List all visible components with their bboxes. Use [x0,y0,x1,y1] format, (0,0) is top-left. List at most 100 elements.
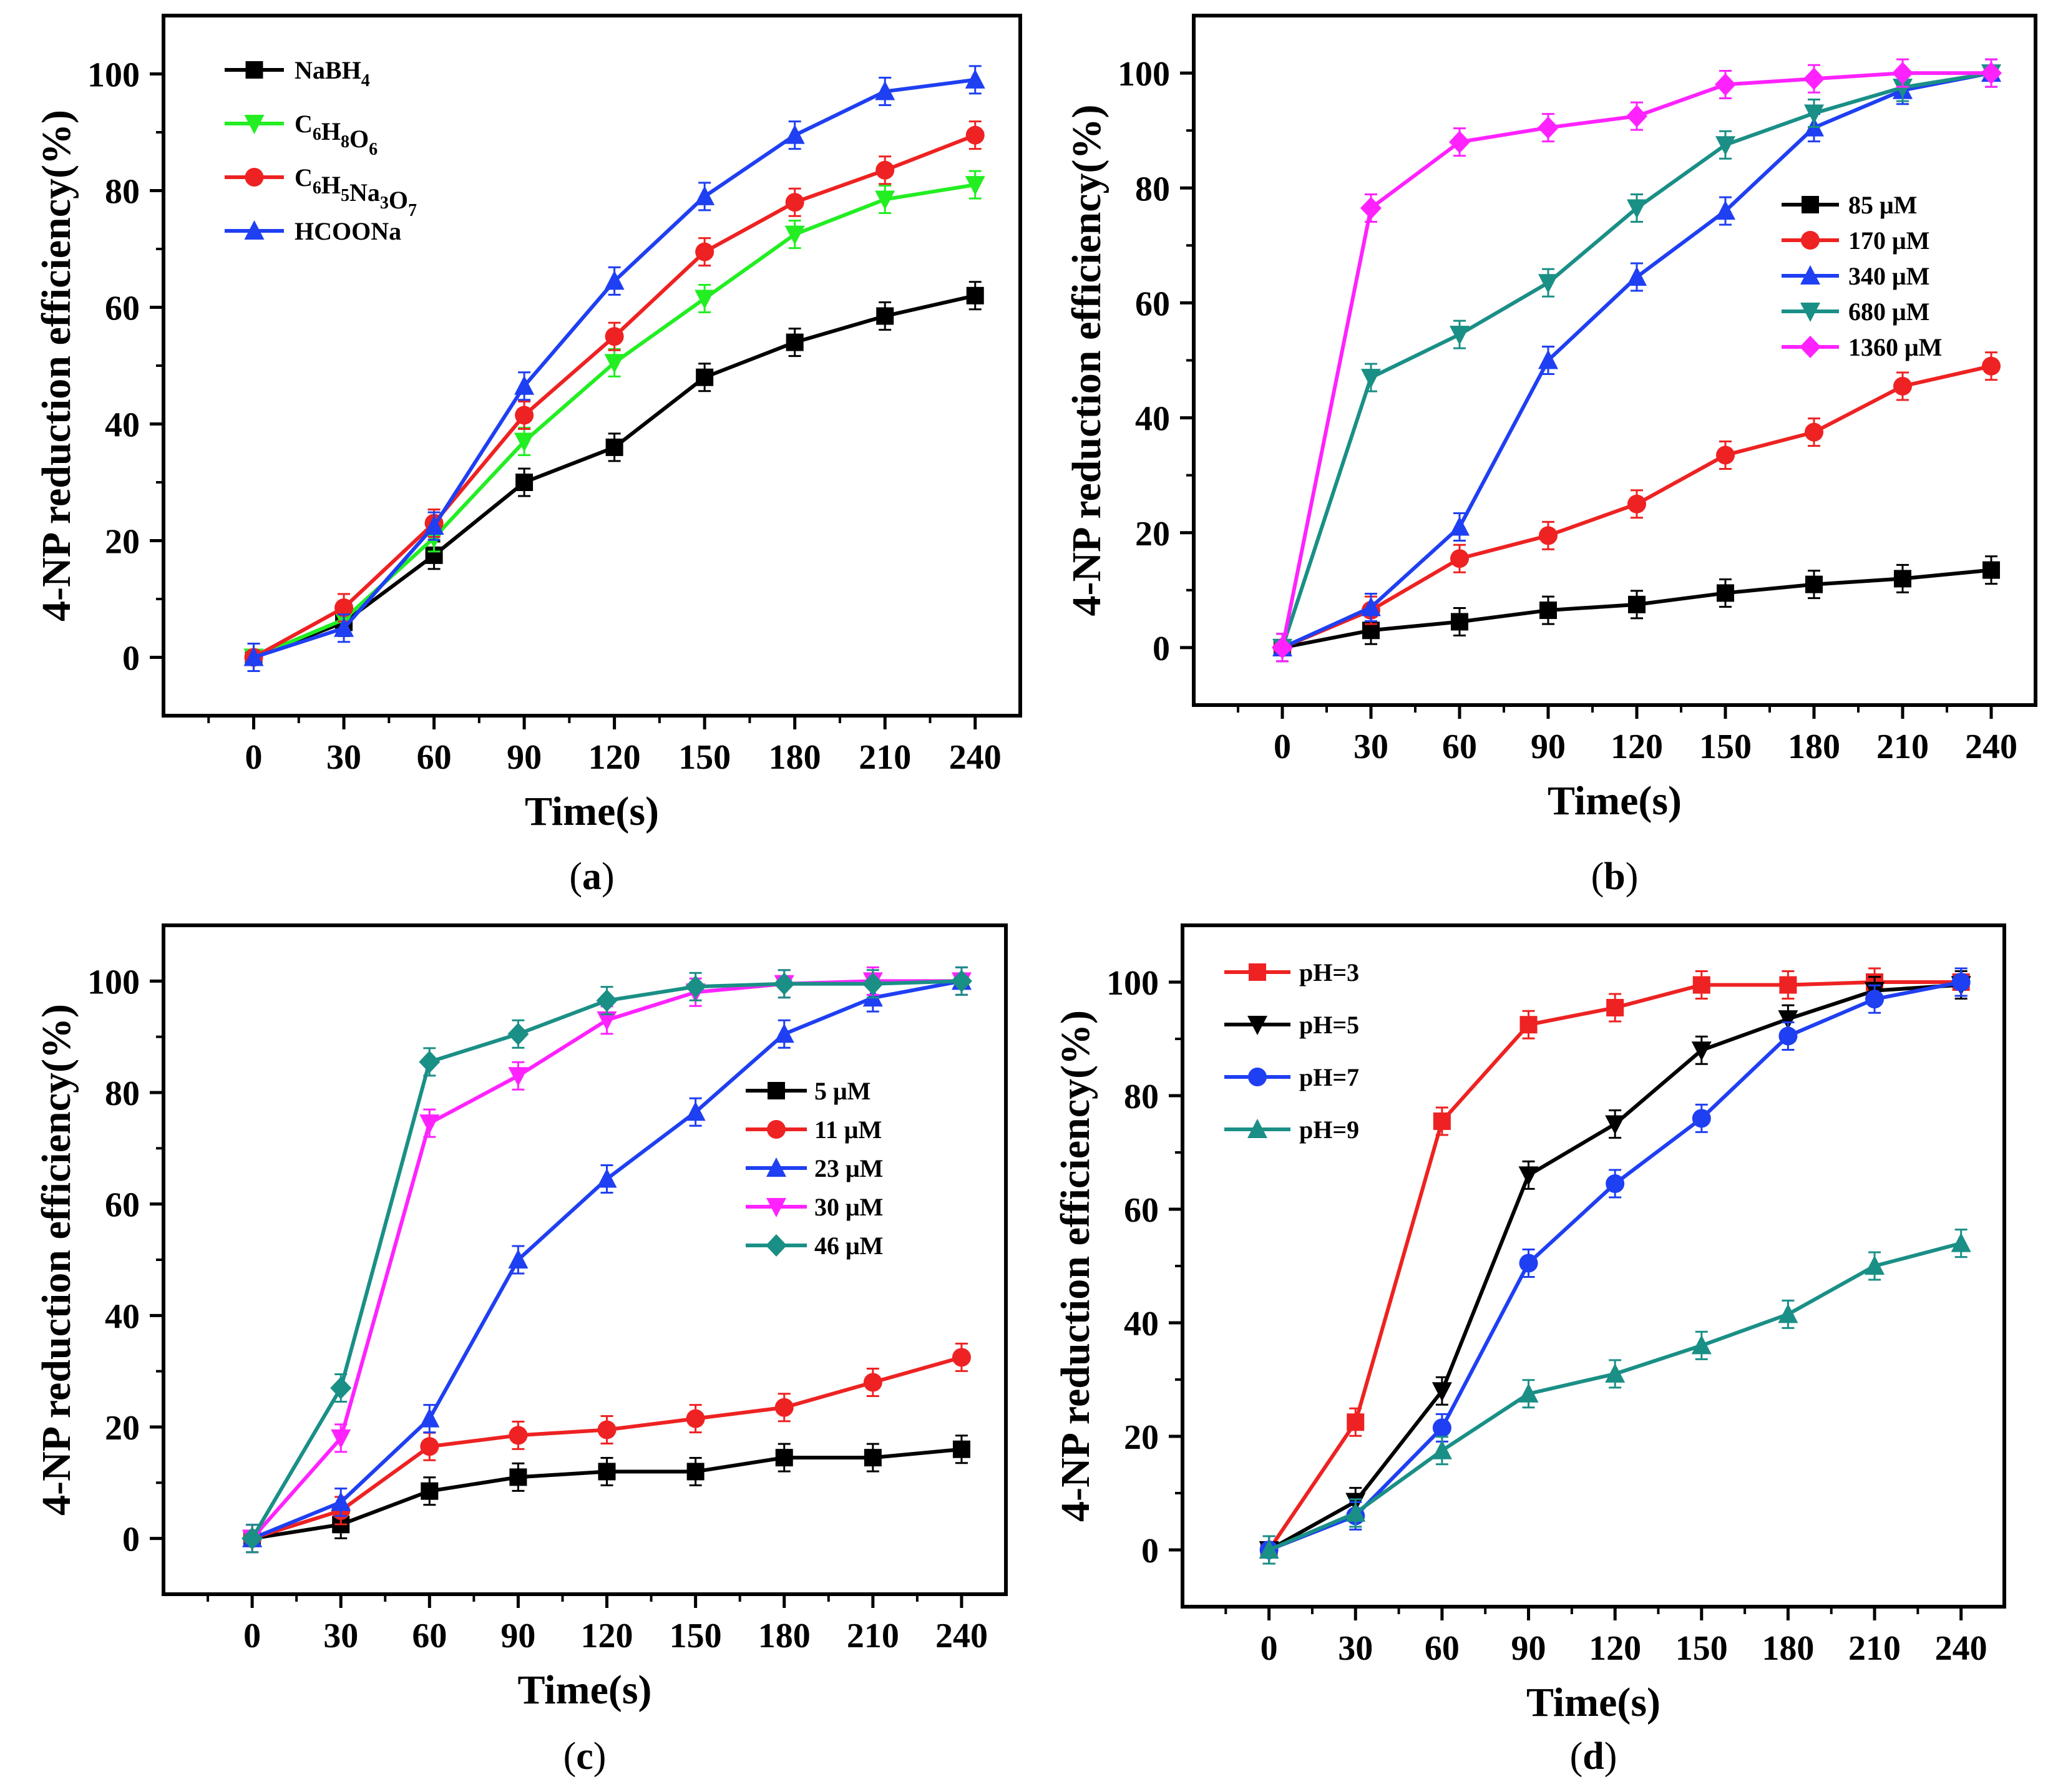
data-point [1717,584,1734,602]
legend-label: NaBH4 [295,56,370,90]
legend-marker [766,1157,786,1177]
x-tick-label: 60 [412,1617,447,1655]
y-tick-label: 0 [122,1521,140,1559]
legend-label: C6H8O6 [295,110,378,159]
legend-c: 5 μM 11 μM 23 μM 30 μM 46 μM [746,1077,883,1260]
legend-d: pH=3 pH=5 pH=7 pH=9 [1224,958,1359,1144]
x-tick-label: 30 [1338,1629,1373,1668]
legend-label: 170 μM [1848,226,1929,255]
y-tick-label: 20 [105,523,140,562]
x-tick-label: 120 [1589,1629,1641,1668]
data-point [875,190,895,210]
series-line [1268,1241,1962,1552]
y-tick-label: 40 [105,406,140,445]
x-tick-label: 90 [500,1617,535,1655]
chart-panel-d: 0 30 60 90 120 150 180 210 240 0 20 40 60 80 100 Time(s… [1053,923,2006,1778]
x-tick-label: 210 [847,1617,899,1655]
data-point [1627,266,1647,286]
data-point [1345,1502,1366,1522]
data-point [334,598,354,618]
data-point [420,1437,439,1456]
data-point [1431,1439,1452,1459]
chart-panel-c: 0 30 60 90 120 150 180 210 240 0 20 40 60 80 100 Time(s… [34,923,1008,1778]
x-tick-label: 120 [581,1617,633,1655]
data-point [598,1463,616,1481]
legend-label: 5 μM [814,1077,870,1105]
y-axis-label: 4-NP reduction efficiency(%) [34,1004,79,1516]
data-point [1803,67,1825,90]
legend-marker [1248,1068,1267,1086]
y-tick-label: 80 [105,173,140,212]
legend-marker [1802,196,1819,213]
data-point [1606,1174,1625,1194]
data-point [1605,1115,1626,1135]
legend-label: 46 μM [814,1232,883,1260]
data-point [419,1050,441,1073]
x-tick-label: 60 [1425,1629,1460,1668]
data-point [1361,597,1381,616]
data-point [1805,422,1823,442]
x-tick-label: 120 [1611,728,1663,766]
x-tick-label: 90 [1531,728,1566,766]
data-point [509,1468,527,1486]
data-point [685,1101,706,1121]
data-point [330,1376,352,1400]
data-point [1778,1303,1798,1323]
data-point [1691,1335,1712,1355]
data-point [1715,73,1736,96]
data-point [696,368,714,386]
data-point [965,125,985,145]
legend-marker [1249,963,1266,981]
series-line [251,979,962,1541]
x-tick-label: 180 [758,1617,811,1655]
data-point [1431,1382,1452,1402]
data-point [1539,526,1558,545]
data-point [686,1409,705,1428]
y-tick-label: 40 [1124,1305,1159,1343]
y-axis-label: 4-NP reduction efficiency(%) [34,110,79,621]
data-point [1519,1016,1538,1034]
legend-marker [768,1082,785,1099]
data-point [1893,376,1912,396]
data-point [1981,62,2002,85]
y-tick-label: 20 [1124,1418,1159,1457]
legend-marker [766,1234,787,1257]
y-tick-label: 20 [1135,515,1170,553]
data-point [1627,199,1647,219]
y-tick-label: 20 [105,1409,140,1448]
data-point [952,1440,970,1458]
y-tick-label: 0 [122,640,140,678]
y-tick-label: 80 [1135,170,1170,208]
x-tick-label: 30 [1353,728,1388,766]
data-point [1433,1112,1451,1130]
data-point [1449,130,1470,153]
data-point [1778,1026,1798,1046]
data-point [1692,1109,1711,1128]
y-tick-label: 100 [1118,55,1170,94]
data-point [950,970,972,993]
data-point [1805,575,1823,593]
legend-label: 1360 μM [1848,333,1942,361]
series-line [253,133,976,660]
series-line [253,183,976,660]
data-point [508,1067,529,1087]
data-point [508,1249,529,1269]
data-point [862,972,884,995]
x-tick-label: 0 [1274,728,1291,766]
x-tick-label: 30 [326,738,361,777]
y-tick-label: 100 [87,963,140,1001]
series-line [251,1355,962,1541]
x-tick-label: 240 [935,1617,988,1655]
data-point [1538,349,1558,369]
data-point [774,1023,794,1043]
data-point [243,646,264,666]
y-tick-label: 60 [105,1186,140,1225]
x-axis-label: Time(s) [1548,778,1682,824]
legend-marker [767,1120,786,1139]
data-point [786,333,804,351]
series-pH=9 [1259,1229,1971,1565]
series-85 μM [1274,555,2000,663]
data-point [1450,549,1469,568]
x-tick-label: 180 [769,738,821,777]
